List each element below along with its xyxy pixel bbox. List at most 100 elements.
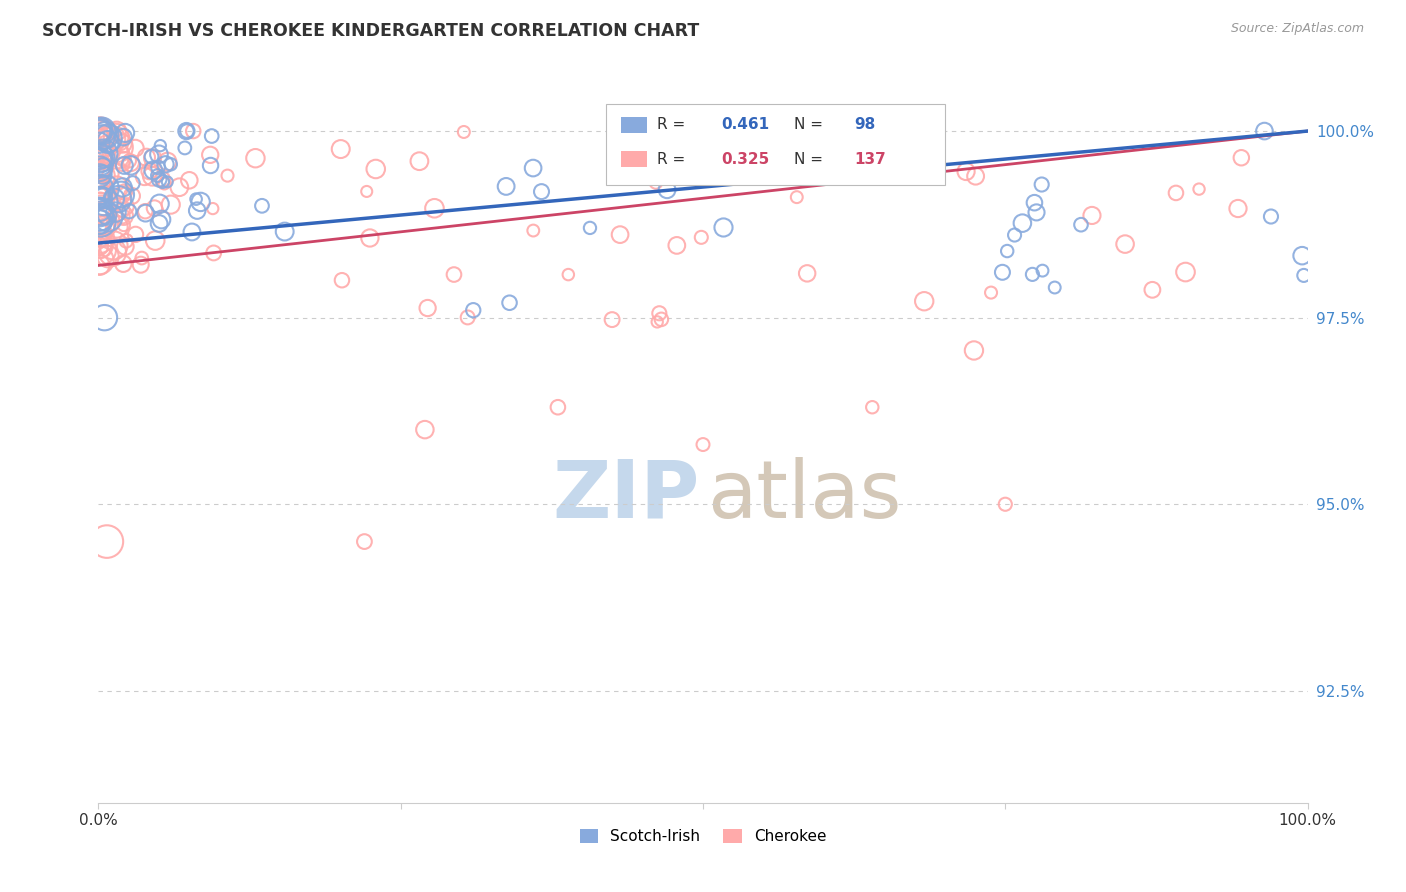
Point xyxy=(860,401,883,415)
Point xyxy=(90,215,112,229)
Point xyxy=(89,131,111,145)
Point xyxy=(89,124,111,138)
Point xyxy=(112,257,135,271)
Point xyxy=(965,169,987,183)
Point xyxy=(97,250,120,264)
Point xyxy=(89,162,111,177)
Point xyxy=(148,197,170,211)
Point xyxy=(912,294,935,309)
Point xyxy=(124,227,146,242)
Point xyxy=(416,301,439,315)
Point xyxy=(156,154,179,169)
Point xyxy=(89,258,111,272)
Point xyxy=(114,199,136,213)
Point xyxy=(329,142,352,156)
Point xyxy=(146,169,169,183)
Point xyxy=(89,149,111,163)
Point xyxy=(89,199,111,213)
Point xyxy=(93,146,115,161)
Point xyxy=(89,163,111,178)
Point xyxy=(143,201,166,215)
Point xyxy=(245,151,267,165)
Point xyxy=(142,151,165,165)
Point xyxy=(90,124,112,138)
Point xyxy=(94,128,117,143)
Point xyxy=(1253,124,1275,138)
Point xyxy=(353,534,375,549)
Point xyxy=(463,303,485,318)
Point xyxy=(89,136,111,150)
FancyBboxPatch shape xyxy=(606,104,945,185)
Point xyxy=(711,159,734,173)
Point xyxy=(150,212,173,227)
Point xyxy=(149,138,172,153)
Point xyxy=(97,167,120,181)
Point xyxy=(111,136,134,151)
FancyBboxPatch shape xyxy=(621,151,647,167)
Point xyxy=(364,161,387,176)
Point xyxy=(202,246,225,260)
Point xyxy=(89,169,111,183)
Point xyxy=(650,312,672,326)
Point xyxy=(93,209,115,223)
Point xyxy=(714,164,737,178)
Point xyxy=(143,234,166,248)
Point xyxy=(89,204,111,219)
Point xyxy=(90,239,112,253)
Point xyxy=(609,227,631,242)
Text: N =: N = xyxy=(793,117,828,132)
Point xyxy=(91,161,114,175)
Text: Source: ZipAtlas.com: Source: ZipAtlas.com xyxy=(1230,22,1364,36)
Point xyxy=(96,135,118,149)
Point xyxy=(112,153,135,167)
Point xyxy=(97,135,120,149)
Point xyxy=(89,227,111,242)
Point xyxy=(89,215,111,229)
Point xyxy=(530,185,553,199)
Point xyxy=(138,164,160,178)
Point xyxy=(105,124,128,138)
Point xyxy=(1142,283,1164,297)
Point xyxy=(495,179,517,194)
Point xyxy=(141,169,163,184)
Point xyxy=(112,209,135,223)
Point xyxy=(152,175,174,189)
Point xyxy=(129,258,152,272)
Point xyxy=(991,265,1014,279)
Point xyxy=(91,221,114,235)
Point xyxy=(148,147,170,161)
Point xyxy=(96,143,118,157)
Point xyxy=(135,206,157,220)
Point xyxy=(217,169,239,183)
Point xyxy=(443,268,465,282)
Point xyxy=(120,156,142,170)
Point xyxy=(89,202,111,217)
Point xyxy=(408,154,430,169)
Point xyxy=(120,158,142,172)
Point xyxy=(89,189,111,203)
Point xyxy=(115,234,138,248)
Text: 98: 98 xyxy=(855,117,876,132)
Point xyxy=(90,136,112,151)
Point xyxy=(655,183,678,197)
Point xyxy=(118,204,141,219)
Point xyxy=(148,172,170,186)
Point xyxy=(93,194,115,209)
Point xyxy=(141,149,163,163)
Point xyxy=(547,401,569,415)
Point xyxy=(89,253,111,268)
Point xyxy=(176,124,198,138)
Point xyxy=(713,220,735,235)
Point xyxy=(90,190,112,204)
Point xyxy=(89,153,111,168)
Point xyxy=(93,219,115,234)
Point xyxy=(89,181,111,195)
Point xyxy=(89,211,111,225)
Point xyxy=(89,165,111,179)
Text: 0.325: 0.325 xyxy=(721,152,769,167)
Point xyxy=(423,201,446,215)
Point xyxy=(648,306,671,320)
Text: R =: R = xyxy=(657,117,690,132)
Point xyxy=(159,157,181,171)
Point xyxy=(89,143,111,157)
